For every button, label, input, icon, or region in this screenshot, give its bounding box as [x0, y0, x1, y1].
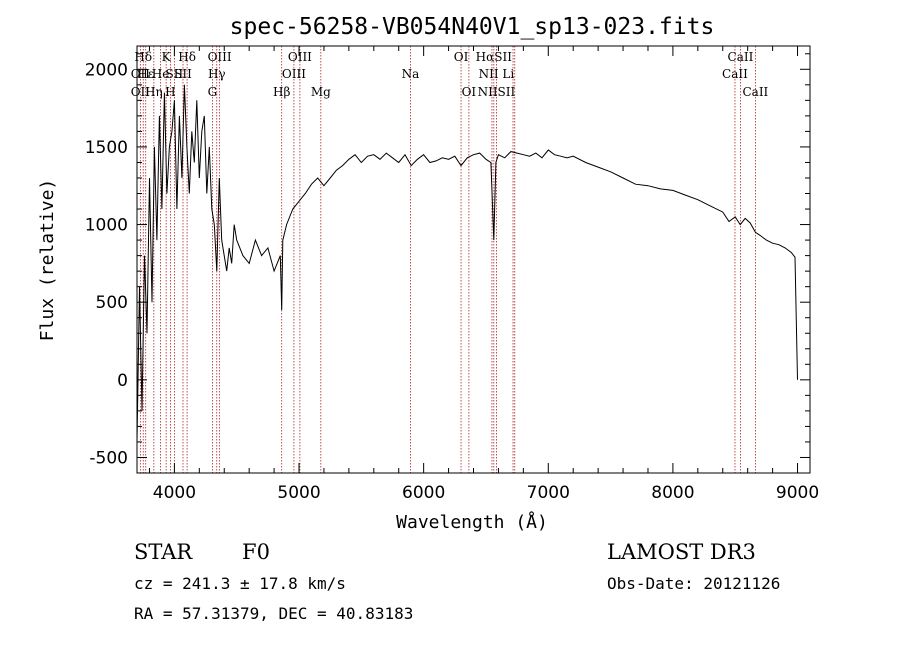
marker-lines-layer: [139, 46, 756, 473]
x-tick-label: 4000: [153, 483, 196, 503]
x-tick-label: 9000: [776, 483, 819, 503]
line-label-5: K: [162, 50, 172, 64]
line-label-17: Mg: [311, 85, 331, 99]
line-label-26: CaII: [742, 85, 768, 99]
line-label-13: G: [208, 85, 218, 99]
y-tick-label: 500: [96, 293, 128, 313]
x-tick-label: 7000: [527, 483, 570, 503]
y-axis-label: Flux (relative): [37, 179, 58, 342]
plot-frame: [136, 45, 811, 474]
y-tick-label: 0: [117, 371, 128, 391]
y-tick-label: -500: [89, 448, 128, 468]
object-type: STAR: [134, 540, 193, 564]
line-label-1: OII: [131, 67, 151, 81]
ticks-layer: 4000 5000 6000 7000 8000 9000 -500 0 500 1000 1500…: [85, 46, 819, 503]
line-label-22: NII Li: [479, 67, 515, 81]
line-label-0: Hδ: [134, 50, 152, 64]
line-label-19: OI: [454, 50, 469, 64]
line-label-24: CaII: [728, 50, 754, 64]
obs-date: Obs-Date: 20121126: [607, 574, 781, 593]
coordinates: RA = 57.31379, DEC = 40.83183: [134, 604, 414, 623]
line-label-8: H: [165, 85, 175, 99]
line-label-9: Hδ: [178, 50, 196, 64]
line-label-10: SII: [174, 67, 192, 81]
line-label-3: Hε: [137, 67, 154, 81]
x-tick-label: 8000: [651, 483, 694, 503]
x-tick-label: 6000: [402, 483, 445, 503]
line-label-18: Na: [402, 67, 420, 81]
spectral-subclass: F0: [242, 540, 270, 564]
redshift-readout: cz = 241.3 ± 17.8 km/s: [134, 574, 346, 593]
line-label-14: Hβ: [273, 85, 290, 99]
chart-title: spec-56258-VB054N40V1_sp13-023.fits: [230, 14, 715, 40]
x-axis-label: Wavelength (Å): [396, 511, 548, 533]
line-label-15: OIII: [288, 50, 312, 64]
x-tick-label: 5000: [277, 483, 320, 503]
line-label-25: CaII: [722, 67, 748, 81]
line-label-2: OII: [131, 85, 151, 99]
y-tick-label: 2000: [85, 60, 128, 80]
line-label-21: HαSII: [476, 50, 513, 64]
y-tick-label: 1500: [85, 138, 128, 158]
line-label-4: Hη: [145, 85, 163, 99]
survey-name: LAMOST DR3: [607, 540, 756, 564]
line-label-7: SII: [166, 67, 184, 81]
line-label-6: He: [152, 67, 170, 81]
line-label-12: Hγ: [208, 67, 226, 81]
line-label-23: NIISII: [478, 85, 516, 99]
spectrum-line: [136, 84, 798, 442]
line-label-20: OI: [462, 85, 477, 99]
line-label-11: OIII: [208, 50, 232, 64]
y-tick-label: 1000: [85, 216, 128, 236]
line-label-16: OIII: [282, 67, 306, 81]
series-layer: [136, 84, 798, 442]
